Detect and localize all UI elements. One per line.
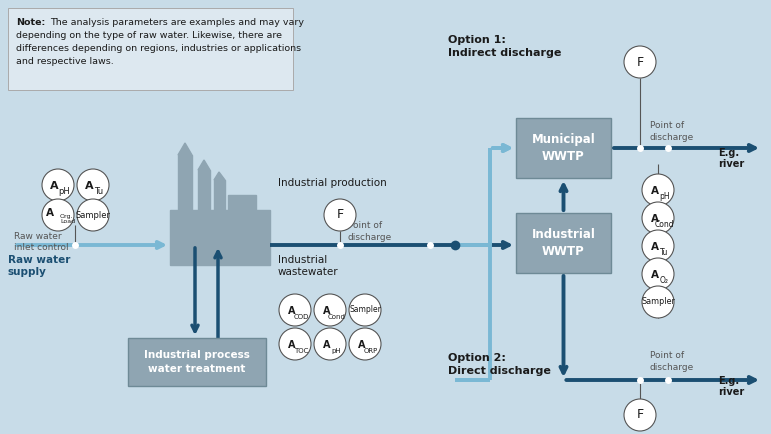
Text: F: F [336, 208, 344, 221]
Text: supply: supply [8, 267, 47, 277]
Text: differences depending on regions, industries or applications: differences depending on regions, indust… [16, 44, 301, 53]
Text: river: river [718, 387, 744, 397]
Circle shape [624, 399, 656, 431]
Polygon shape [178, 143, 192, 155]
Text: pH: pH [658, 192, 669, 201]
Text: river: river [718, 159, 744, 169]
Text: Sampler: Sampler [641, 297, 675, 306]
Text: O₂: O₂ [659, 276, 668, 285]
Text: A: A [358, 340, 365, 350]
Text: TOC: TOC [294, 348, 308, 354]
Text: Municipal
WWTP: Municipal WWTP [532, 133, 595, 163]
Text: Direct discharge: Direct discharge [448, 366, 550, 376]
Circle shape [349, 328, 381, 360]
Bar [178, 155, 192, 215]
Text: A: A [651, 242, 658, 252]
Text: Sampler: Sampler [76, 210, 110, 220]
Text: E.g.: E.g. [718, 376, 739, 386]
Circle shape [642, 174, 674, 206]
Text: ORP: ORP [364, 348, 379, 354]
Text: E.g.: E.g. [718, 148, 739, 158]
Circle shape [349, 294, 381, 326]
Text: Option 2:: Option 2: [448, 353, 506, 363]
Circle shape [642, 286, 674, 318]
Circle shape [314, 294, 346, 326]
Text: Point of: Point of [348, 220, 382, 230]
Text: F: F [636, 408, 644, 421]
Bar [198, 170, 210, 215]
Text: Industrial process
water treatment: Industrial process water treatment [144, 350, 250, 374]
Text: A: A [323, 306, 330, 316]
Circle shape [42, 169, 74, 201]
Circle shape [324, 199, 356, 231]
Polygon shape [198, 160, 210, 170]
Text: A: A [85, 181, 94, 191]
Text: Raw water: Raw water [14, 232, 62, 241]
Text: Point of: Point of [650, 351, 684, 359]
Circle shape [642, 202, 674, 234]
Text: The analysis parameters are examples and may vary: The analysis parameters are examples and… [50, 18, 304, 27]
Circle shape [77, 199, 109, 231]
Text: Industrial: Industrial [278, 255, 327, 265]
Text: A: A [323, 340, 330, 350]
Circle shape [314, 328, 346, 360]
Text: Org.
Load: Org. Load [60, 214, 75, 224]
Text: discharge: discharge [650, 132, 694, 141]
Text: depending on the type of raw water. Likewise, there are: depending on the type of raw water. Like… [16, 31, 282, 40]
Text: A: A [288, 340, 295, 350]
Bar [170, 210, 270, 265]
Text: A: A [651, 270, 658, 280]
Circle shape [42, 199, 74, 231]
Circle shape [624, 46, 656, 78]
Text: F: F [636, 56, 644, 69]
Circle shape [77, 169, 109, 201]
FancyBboxPatch shape [8, 8, 293, 90]
Text: A: A [651, 186, 658, 196]
Text: A: A [288, 306, 295, 316]
Text: Option 1:: Option 1: [448, 35, 506, 45]
Text: Indirect discharge: Indirect discharge [448, 48, 561, 58]
Text: Cond: Cond [327, 314, 345, 320]
FancyBboxPatch shape [516, 118, 611, 178]
Text: COD: COD [294, 314, 308, 320]
Circle shape [642, 258, 674, 290]
Polygon shape [214, 172, 225, 180]
Text: Point of: Point of [650, 121, 684, 129]
Circle shape [642, 230, 674, 262]
Text: Industrial production: Industrial production [278, 178, 387, 188]
Text: Note:: Note: [16, 18, 45, 27]
Bar [214, 180, 225, 215]
Text: Raw water: Raw water [8, 255, 70, 265]
Text: Tu: Tu [660, 248, 668, 257]
Circle shape [279, 294, 311, 326]
Text: pH: pH [58, 187, 70, 196]
Text: Cond: Cond [655, 220, 674, 229]
Text: Industrial
WWTP: Industrial WWTP [531, 228, 595, 258]
FancyBboxPatch shape [516, 213, 611, 273]
Text: inlet control: inlet control [14, 243, 69, 252]
Text: discharge: discharge [348, 233, 392, 241]
Text: A: A [651, 214, 658, 224]
Circle shape [279, 328, 311, 360]
Text: wastewater: wastewater [278, 267, 338, 277]
Text: A: A [50, 181, 59, 191]
Text: pH: pH [332, 348, 341, 354]
Text: Tu: Tu [95, 187, 103, 196]
Text: A: A [46, 208, 54, 218]
FancyBboxPatch shape [128, 338, 266, 386]
Bar [228, 195, 256, 215]
Text: Sampler: Sampler [349, 306, 381, 315]
Text: discharge: discharge [650, 362, 694, 372]
Text: and respective laws.: and respective laws. [16, 57, 114, 66]
